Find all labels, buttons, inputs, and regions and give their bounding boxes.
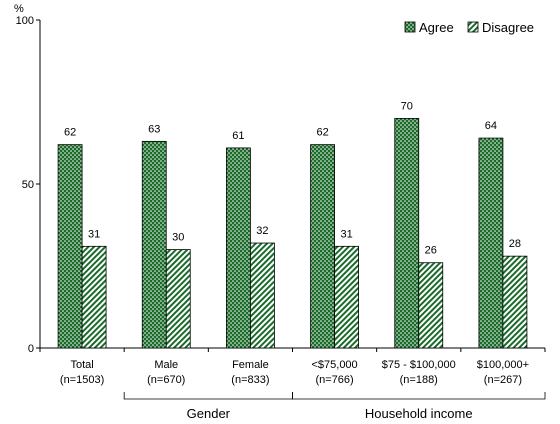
category-label: Total <box>70 359 93 371</box>
category-label: (n=1503) <box>60 374 104 386</box>
bar-agree <box>394 118 420 349</box>
category-label: Male <box>154 359 178 371</box>
legend-label-agree: Agree <box>419 20 454 35</box>
category-label: (n=188) <box>400 374 438 386</box>
bar-disagree <box>334 245 359 349</box>
y-tick-label: 0 <box>28 343 34 355</box>
category-label: (n=766) <box>315 374 353 386</box>
legend-swatch-agree <box>404 21 416 33</box>
data-label-disagree: 32 <box>256 225 268 237</box>
legend: Agree Disagree <box>404 20 534 35</box>
y-tick-label: 100 <box>16 15 34 27</box>
data-label-disagree: 31 <box>88 228 100 240</box>
data-label-agree: 61 <box>232 130 244 142</box>
bar-agree <box>57 144 83 349</box>
data-label-agree: 62 <box>64 127 76 139</box>
bar-agree <box>478 137 504 349</box>
legend-swatch-disagree <box>467 21 479 33</box>
data-label-agree: 64 <box>485 120 497 132</box>
y-axis-unit-label: % <box>14 3 24 15</box>
data-label-disagree: 28 <box>509 238 521 250</box>
category-label: $75 - $100,000 <box>382 359 456 371</box>
data-label-agree: 70 <box>401 100 413 112</box>
legend-label-disagree: Disagree <box>482 20 534 35</box>
data-label-agree: 63 <box>148 123 160 135</box>
category-label: $100,000+ <box>477 359 529 371</box>
bar-agree <box>226 147 251 349</box>
category-label: (n=670) <box>147 374 185 386</box>
bar-disagree <box>81 245 107 349</box>
bar-disagree <box>502 255 528 349</box>
data-label-disagree: 31 <box>340 228 352 240</box>
category-label: <$75,000 <box>311 359 357 371</box>
bar-agree <box>141 140 167 349</box>
bar-agree <box>310 144 335 349</box>
category-label: Female <box>232 359 269 371</box>
bar-disagree <box>165 249 191 349</box>
data-label-disagree: 26 <box>425 245 437 257</box>
data-label-agree: 62 <box>316 127 328 139</box>
group-bracket <box>292 392 546 400</box>
bar-disagree <box>250 242 275 349</box>
group-bracket <box>123 392 293 400</box>
group-label: Household income <box>365 406 473 421</box>
y-tick-label: 50 <box>22 179 34 191</box>
group-label: Gender <box>187 406 231 421</box>
data-label-disagree: 30 <box>172 232 184 244</box>
category-label: (n=267) <box>484 374 522 386</box>
bar-disagree <box>418 262 444 349</box>
category-label: (n=833) <box>231 374 269 386</box>
